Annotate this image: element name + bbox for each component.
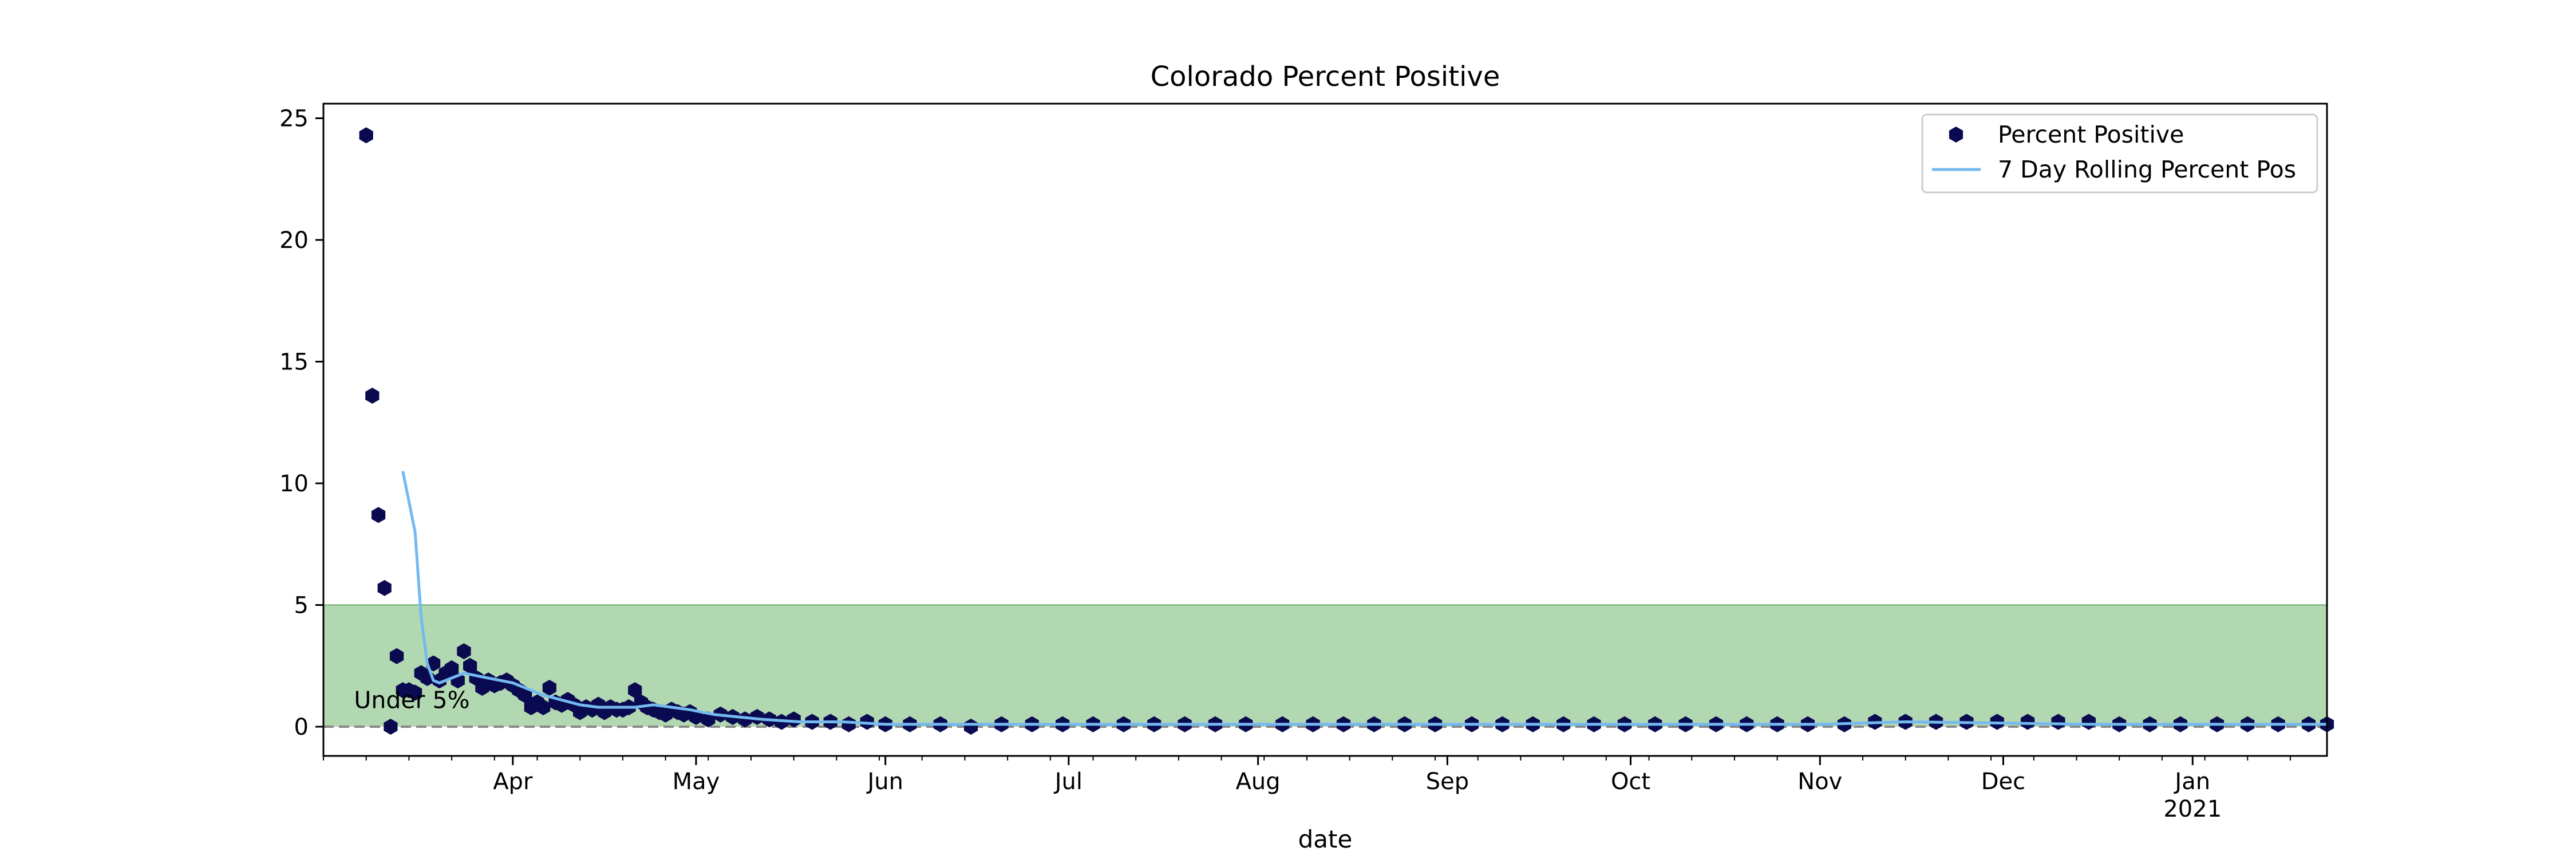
x-tick-label: Jul [1053, 769, 1082, 795]
data-point [750, 709, 764, 725]
data-point [463, 657, 477, 674]
data-point [518, 687, 532, 703]
legend-label-points: Percent Positive [1998, 121, 2184, 148]
legend-label-rolling: 7 Day Rolling Percent Pos [1998, 156, 2296, 183]
data-point [408, 684, 422, 701]
data-point [2051, 714, 2065, 730]
data-point [365, 388, 380, 404]
data-point [787, 711, 801, 728]
data-point [2081, 714, 2096, 730]
data-point [542, 680, 556, 696]
x-tick-label: Dec [1981, 769, 2025, 795]
data-point [377, 580, 392, 596]
legend-box [1921, 113, 2318, 194]
rolling-percent-line [401, 471, 2327, 726]
y-tick-label: 25 [279, 106, 309, 132]
y-axis: 0 5 10 15 20 25 [279, 106, 323, 740]
x-axis-label: date [1298, 825, 1353, 853]
y-tick-label: 0 [294, 714, 309, 740]
data-point [2021, 714, 2035, 730]
plot-frame [322, 103, 2328, 757]
y-tick-label: 15 [279, 349, 309, 376]
data-point [359, 127, 373, 144]
data-point [389, 648, 404, 664]
data-point [457, 643, 471, 660]
x-tick-label: Oct [1611, 769, 1650, 795]
legend-marker-points [1949, 127, 1963, 143]
data-point [371, 507, 386, 523]
data-point [964, 719, 978, 735]
chart-title: Colorado Percent Positive [1151, 61, 1500, 93]
y-tick-label: 20 [279, 227, 309, 254]
data-point [841, 716, 856, 732]
x-tick-label: Apr [493, 769, 533, 795]
x-tick-label: Jun [866, 769, 903, 795]
x-tick-label: May [673, 769, 720, 795]
x-tick-label: Jan [2173, 769, 2210, 795]
data-point [445, 660, 459, 676]
legend: Percent Positive 7 Day Rolling Percent P… [1921, 113, 2318, 194]
y-tick-label: 10 [279, 471, 309, 497]
under-5-annotation: Under 5% [354, 686, 469, 714]
x-tick-label: Sep [1426, 769, 1469, 795]
plot-area [323, 127, 2334, 735]
data-point [384, 719, 398, 735]
y-tick-label: 5 [294, 593, 309, 619]
data-point [738, 711, 752, 728]
data-point [628, 682, 642, 699]
x-tick-label: Aug [1236, 769, 1281, 795]
legend-marker-hexagon [1949, 127, 1963, 143]
x-tick-label: Nov [1797, 769, 1842, 795]
data-point [536, 699, 551, 715]
x-tick-sublabel: 2021 [2163, 796, 2222, 822]
